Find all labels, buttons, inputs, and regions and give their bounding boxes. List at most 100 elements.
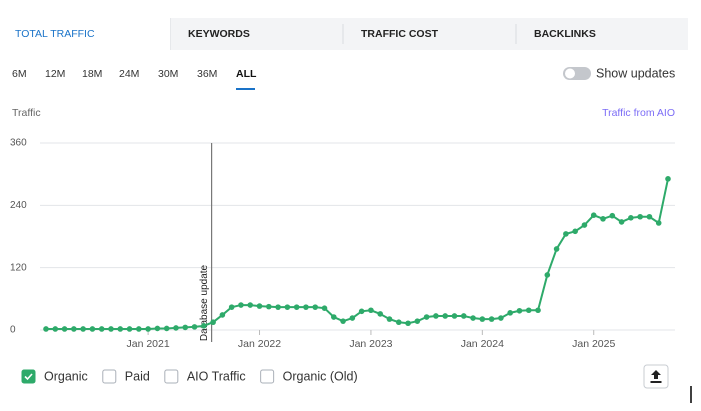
tab-bar <box>170 18 688 50</box>
y-tick-label: 240 <box>10 200 27 211</box>
x-tick-label: Jan 2021 <box>127 338 170 350</box>
data-point <box>358 308 365 315</box>
legend-label[interactable]: AIO Traffic <box>187 369 246 383</box>
data-point <box>553 246 560 252</box>
data-point <box>247 302 254 308</box>
data-point <box>637 213 643 220</box>
data-point <box>275 304 281 310</box>
data-point <box>470 315 476 321</box>
data-point <box>349 315 356 321</box>
data-point <box>600 216 606 222</box>
period-button[interactable]: 30M <box>158 68 178 80</box>
x-tick-label: Jan 2023 <box>349 338 392 350</box>
data-point <box>89 326 96 332</box>
period-button[interactable]: ALL <box>236 68 257 80</box>
legend-label[interactable]: Organic (Old) <box>283 369 358 383</box>
data-point <box>71 326 77 332</box>
y-tick-label: 360 <box>10 138 27 149</box>
data-point <box>618 219 625 225</box>
data-point <box>646 213 653 220</box>
data-point <box>479 316 486 322</box>
data-point <box>191 324 198 330</box>
data-point <box>525 307 532 314</box>
data-point <box>423 314 430 320</box>
legend-label[interactable]: Paid <box>125 369 150 383</box>
data-point <box>61 326 68 332</box>
data-point <box>154 325 161 332</box>
data-point <box>219 312 226 318</box>
period-button[interactable]: 36M <box>197 68 217 80</box>
data-point <box>108 326 114 332</box>
data-point <box>284 304 291 310</box>
data-point <box>228 304 235 310</box>
data-point <box>321 305 328 311</box>
legend-label[interactable]: Organic <box>44 369 88 383</box>
data-point <box>145 326 151 332</box>
data-point <box>182 324 189 331</box>
tab[interactable] <box>0 18 170 50</box>
y-axis-label: Traffic <box>12 107 41 119</box>
period-button[interactable]: 18M <box>82 68 102 80</box>
checkmark <box>24 373 33 381</box>
period-button[interactable]: 24M <box>119 68 139 80</box>
data-point <box>544 272 551 278</box>
data-point <box>572 228 578 235</box>
data-point <box>117 326 124 332</box>
data-point <box>442 313 448 319</box>
data-point <box>312 304 319 310</box>
data-point <box>98 326 105 332</box>
export-icon <box>650 370 662 383</box>
data-point <box>256 303 263 309</box>
data-point <box>173 325 179 331</box>
data-point <box>535 307 541 314</box>
toggle-label[interactable]: Show updates <box>596 66 675 80</box>
data-point <box>516 307 523 314</box>
data-point <box>581 222 588 228</box>
data-point <box>303 304 309 310</box>
x-tick-label: Jan 2022 <box>238 338 281 350</box>
data-point <box>386 316 393 322</box>
y-tick-label: 120 <box>10 262 27 273</box>
data-point <box>395 319 402 326</box>
data-point <box>80 326 86 332</box>
tab-label[interactable]: KEYWORDS <box>188 28 250 40</box>
tab-label[interactable]: BACKLINKS <box>534 28 596 40</box>
data-point <box>377 311 384 317</box>
x-tick-label: Jan 2025 <box>572 338 615 350</box>
y-tick-label: 0 <box>10 325 16 336</box>
data-point <box>665 176 671 182</box>
period-underline <box>236 88 255 90</box>
data-point <box>628 215 634 221</box>
data-point <box>451 313 458 319</box>
tab-label[interactable]: TRAFFIC COST <box>361 28 439 40</box>
data-point <box>368 307 374 314</box>
data-point <box>498 315 504 321</box>
data-point <box>655 220 662 226</box>
data-point <box>405 320 411 327</box>
checkbox[interactable] <box>260 369 275 384</box>
data-point <box>414 318 421 324</box>
data-point <box>460 313 467 319</box>
tab-label[interactable]: TOTAL TRAFFIC <box>15 28 95 40</box>
checkbox[interactable] <box>21 369 36 384</box>
x-tick-label: Jan 2024 <box>461 338 504 350</box>
annotation-label: Database update <box>199 264 210 341</box>
toggle-knob <box>565 68 575 79</box>
data-point <box>163 325 170 332</box>
data-point <box>126 326 133 332</box>
data-point <box>330 314 337 320</box>
period-button[interactable]: 6M <box>12 68 27 80</box>
checkbox[interactable] <box>164 369 179 384</box>
data-point <box>238 302 244 308</box>
data-point <box>210 319 216 326</box>
data-point <box>609 212 616 219</box>
data-point <box>52 326 59 332</box>
data-point <box>563 231 569 237</box>
aio-link[interactable]: Traffic from AIO <box>602 107 675 119</box>
data-point <box>507 310 513 316</box>
data-point <box>43 326 49 332</box>
checkbox[interactable] <box>102 369 117 384</box>
period-button[interactable]: 12M <box>45 68 65 80</box>
